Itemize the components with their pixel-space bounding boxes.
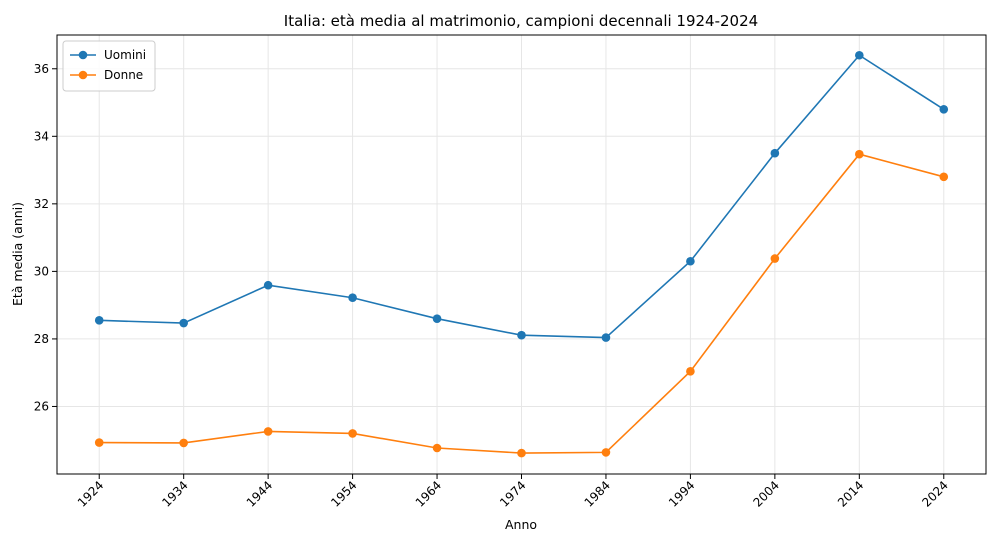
- x-tick-label: 1944: [244, 478, 275, 509]
- series-uomini: [94, 50, 949, 342]
- data-point: [517, 330, 526, 340]
- data-point: [179, 438, 188, 448]
- y-tick-label: 28: [34, 332, 49, 346]
- x-tick-label: 2024: [919, 478, 950, 509]
- data-point: [517, 448, 526, 458]
- y-axis: 26 28 30 32 34 36: [34, 62, 57, 413]
- x-tick-label: 2014: [835, 478, 866, 509]
- x-tick-label: 2004: [750, 478, 781, 509]
- legend-item: Donne: [70, 68, 143, 82]
- chart-title: Italia: età media al matrimonio, campion…: [284, 12, 758, 30]
- x-tick-label: 1984: [582, 478, 613, 509]
- y-tick-label: 34: [34, 129, 49, 143]
- data-point: [686, 367, 695, 376]
- x-axis: 1924 1934 1944 1954 1964 1974 1984 1994 2004 2014…: [75, 474, 951, 510]
- data-point: [855, 50, 864, 60]
- x-tick-label: 1994: [666, 478, 697, 509]
- data-point: [601, 333, 611, 342]
- data-point: [770, 254, 780, 263]
- legend: Uomini Donne: [62, 40, 156, 92]
- y-tick-label: 26: [34, 399, 49, 413]
- y-tick-label: 30: [34, 264, 49, 278]
- y-tick-label: 36: [34, 62, 49, 76]
- x-tick-label: 1964: [413, 478, 444, 509]
- data-point: [939, 104, 949, 114]
- data-point: [601, 448, 611, 457]
- legend-marker: [78, 70, 88, 80]
- series-layer: [94, 50, 949, 458]
- y-tick-label: 32: [34, 197, 49, 211]
- data-point: [179, 318, 188, 328]
- legend-item: Uomini: [70, 48, 146, 62]
- y-axis-label: Età media (anni): [10, 202, 25, 306]
- x-tick-label: 1954: [328, 478, 359, 509]
- series-donne: [94, 149, 949, 458]
- legend-label: Donne: [104, 68, 143, 82]
- data-point: [432, 443, 442, 453]
- x-tick-label: 1974: [497, 478, 528, 509]
- data-point: [432, 314, 442, 323]
- data-point: [939, 172, 949, 182]
- grid: [57, 35, 986, 474]
- data-point: [770, 148, 780, 158]
- x-axis-label: Anno: [505, 517, 537, 532]
- x-tick-label: 1934: [159, 478, 190, 509]
- data-point: [855, 149, 864, 159]
- data-point: [263, 427, 273, 436]
- data-point: [686, 256, 695, 266]
- legend-marker: [78, 50, 88, 60]
- x-tick-label: 1924: [75, 478, 106, 509]
- data-point: [348, 429, 357, 438]
- data-point: [263, 280, 273, 290]
- data-point: [94, 316, 104, 325]
- data-point: [348, 293, 357, 303]
- legend-label: Uomini: [104, 48, 146, 62]
- data-point: [94, 438, 104, 447]
